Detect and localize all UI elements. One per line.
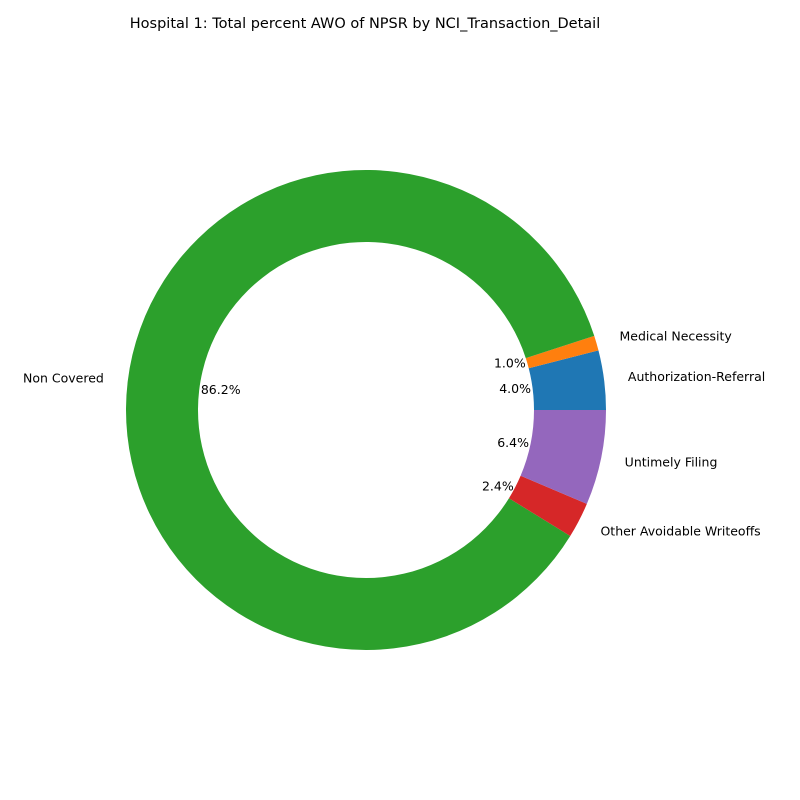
slice-label-authorization-referral: Authorization-Referral [628,369,765,384]
slice-label-medical-necessity: Medical Necessity [620,328,733,343]
slice-pct-untimely-filing: 6.4% [497,435,529,450]
slice-pct-non-covered: 86.2% [201,382,241,397]
slice-label-non-covered: Non Covered [23,371,104,386]
slice-pct-authorization-referral: 4.0% [499,381,531,396]
chart-title: Hospital 1: Total percent AWO of NPSR by… [130,16,600,32]
slice-label-untimely-filing: Untimely Filing [625,455,718,470]
slice-other-avoidable-writeoffs [508,475,587,537]
slices-group [125,170,606,650]
slice-medical-necessity [525,335,599,369]
slice-label-other-avoidable-writeoffs: Other Avoidable Writeoffs [600,523,760,538]
slice-pct-medical-necessity: 1.0% [494,356,526,371]
slice-untimely-filing [520,410,606,504]
slice-pct-other-avoidable-writeoffs: 2.4% [482,478,514,493]
slice-non-covered [125,170,595,650]
labels-group: Authorization-Referral 4.0% Medical Necess… [23,328,765,538]
slice-authorization-referral [528,350,606,410]
